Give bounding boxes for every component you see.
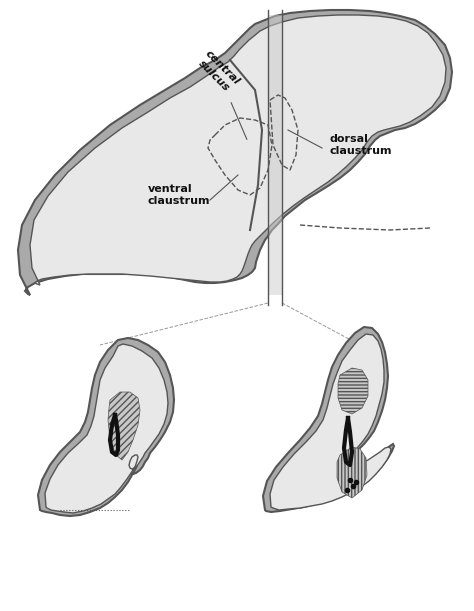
- Text: ventral
claustrum: ventral claustrum: [148, 184, 210, 206]
- Text: central
sulcus: central sulcus: [195, 49, 241, 95]
- Polygon shape: [270, 334, 391, 510]
- Polygon shape: [263, 327, 394, 512]
- Polygon shape: [108, 392, 140, 460]
- Bar: [268, 15, 282, 295]
- Polygon shape: [18, 10, 452, 295]
- Polygon shape: [30, 15, 446, 285]
- Polygon shape: [45, 344, 168, 513]
- Polygon shape: [337, 447, 367, 498]
- Text: dorsal
claustrum: dorsal claustrum: [330, 134, 392, 156]
- Polygon shape: [38, 338, 174, 516]
- Polygon shape: [338, 368, 368, 414]
